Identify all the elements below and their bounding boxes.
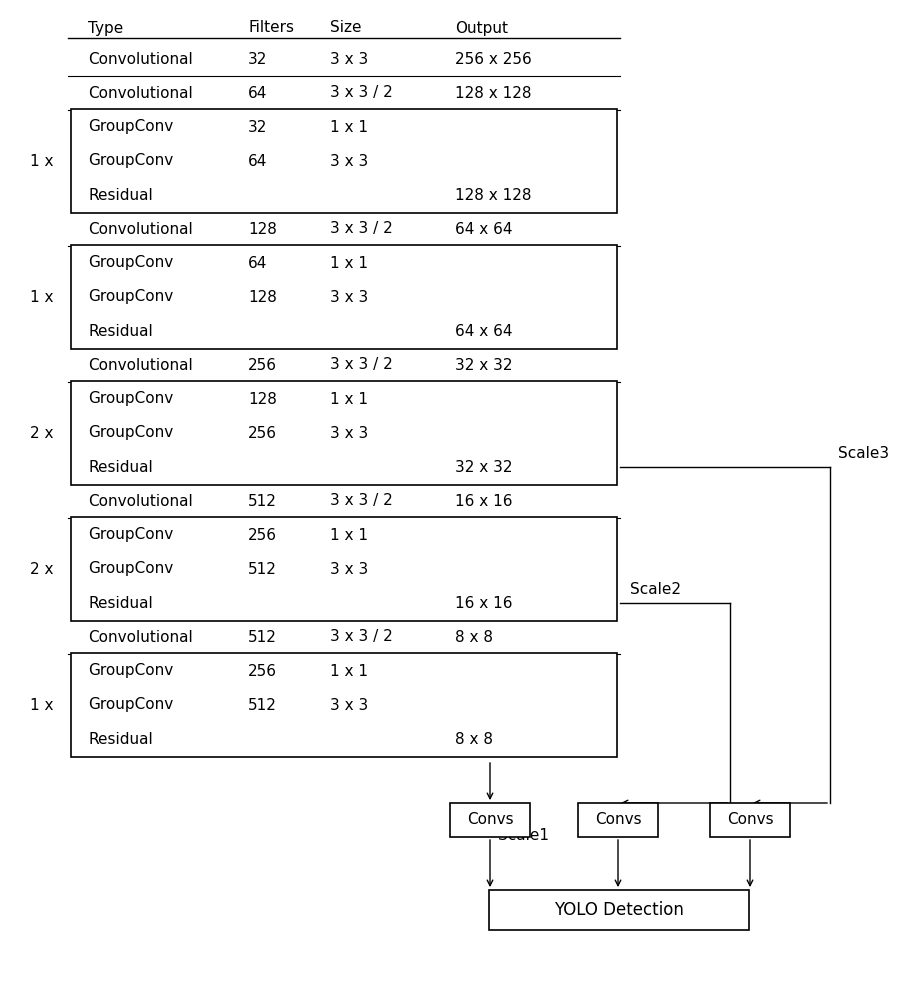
Text: 3 x 3 / 2: 3 x 3 / 2 [330,358,393,372]
Text: Residual: Residual [88,595,152,610]
Text: 512: 512 [248,562,277,576]
Text: 3 x 3: 3 x 3 [330,51,368,66]
Text: YOLO Detection: YOLO Detection [554,901,684,919]
Text: 256: 256 [248,528,277,542]
Bar [71,653,617,757]
Text: Convs: Convs [727,812,773,828]
Bar [71,109,617,213]
Text: Output: Output [455,20,508,35]
Text: 64: 64 [248,86,267,101]
Text: 8 x 8: 8 x 8 [455,732,493,746]
Text: 8 x 8: 8 x 8 [455,630,493,645]
Text: 32: 32 [248,119,267,134]
Text: Residual: Residual [88,188,152,202]
Text: 32 x 32: 32 x 32 [455,460,512,475]
Text: 1 x: 1 x [30,290,54,304]
Text: Convolutional: Convolutional [88,222,193,236]
Text: 3 x 3: 3 x 3 [330,290,368,304]
Text: 64 x 64: 64 x 64 [455,324,512,338]
Text: GroupConv: GroupConv [88,528,174,542]
Bar [578,803,658,837]
Text: GroupConv: GroupConv [88,426,174,440]
Text: 128: 128 [248,290,277,304]
Text: 3 x 3 / 2: 3 x 3 / 2 [330,493,393,508]
Text: 3 x 3: 3 x 3 [330,698,368,712]
Text: 3 x 3: 3 x 3 [330,426,368,440]
Text: 1 x 1: 1 x 1 [330,664,368,678]
Text: 2 x: 2 x [30,426,54,440]
Text: 1 x 1: 1 x 1 [330,528,368,542]
Text: Type: Type [88,20,123,35]
Text: 1 x 1: 1 x 1 [330,255,368,270]
Text: 16 x 16: 16 x 16 [455,595,512,610]
Text: Convolutional: Convolutional [88,493,193,508]
Text: GroupConv: GroupConv [88,153,174,168]
Bar [710,803,790,837]
Text: 512: 512 [248,698,277,712]
Text: Convolutional: Convolutional [88,358,193,372]
Text: GroupConv: GroupConv [88,664,174,678]
Text: Residual: Residual [88,324,152,338]
Text: Convs: Convs [466,812,513,828]
Text: 3 x 3: 3 x 3 [330,153,368,168]
Text: 128 x 128: 128 x 128 [455,86,532,101]
Text: GroupConv: GroupConv [88,562,174,576]
Text: Scale2: Scale2 [630,582,681,596]
Text: 512: 512 [248,630,277,645]
Text: 1 x: 1 x [30,698,54,712]
Text: 64: 64 [248,153,267,168]
Text: 32 x 32: 32 x 32 [455,358,512,372]
Text: 1 x 1: 1 x 1 [330,391,368,406]
Text: Filters: Filters [248,20,294,35]
Text: 128 x 128: 128 x 128 [455,188,532,202]
Text: GroupConv: GroupConv [88,119,174,134]
Text: Residual: Residual [88,732,152,746]
Bar [489,890,749,930]
Bar [71,381,617,485]
Text: Convs: Convs [595,812,642,828]
Text: 64 x 64: 64 x 64 [455,222,512,236]
Text: 2 x: 2 x [30,562,54,576]
Text: 512: 512 [248,493,277,508]
Text: Scale3: Scale3 [838,446,890,460]
Bar [71,517,617,621]
Bar [450,803,530,837]
Text: Convolutional: Convolutional [88,86,193,101]
Text: Convolutional: Convolutional [88,630,193,645]
Text: Convolutional: Convolutional [88,51,193,66]
Bar [71,245,617,349]
Text: GroupConv: GroupConv [88,255,174,270]
Text: 64: 64 [248,255,267,270]
Text: Size: Size [330,20,362,35]
Text: 3 x 3: 3 x 3 [330,562,368,576]
Text: Residual: Residual [88,460,152,475]
Text: 256 x 256: 256 x 256 [455,51,532,66]
Text: 3 x 3 / 2: 3 x 3 / 2 [330,86,393,101]
Text: GroupConv: GroupConv [88,698,174,712]
Text: 16 x 16: 16 x 16 [455,493,512,508]
Text: 256: 256 [248,426,277,440]
Text: Scale1: Scale1 [498,828,549,844]
Text: GroupConv: GroupConv [88,290,174,304]
Text: 128: 128 [248,391,277,406]
Text: 1 x 1: 1 x 1 [330,119,368,134]
Text: GroupConv: GroupConv [88,391,174,406]
Text: 256: 256 [248,664,277,678]
Text: 32: 32 [248,51,267,66]
Text: 3 x 3 / 2: 3 x 3 / 2 [330,630,393,645]
Text: 128: 128 [248,222,277,236]
Text: 3 x 3 / 2: 3 x 3 / 2 [330,222,393,236]
Text: 256: 256 [248,358,277,372]
Text: 1 x: 1 x [30,153,54,168]
